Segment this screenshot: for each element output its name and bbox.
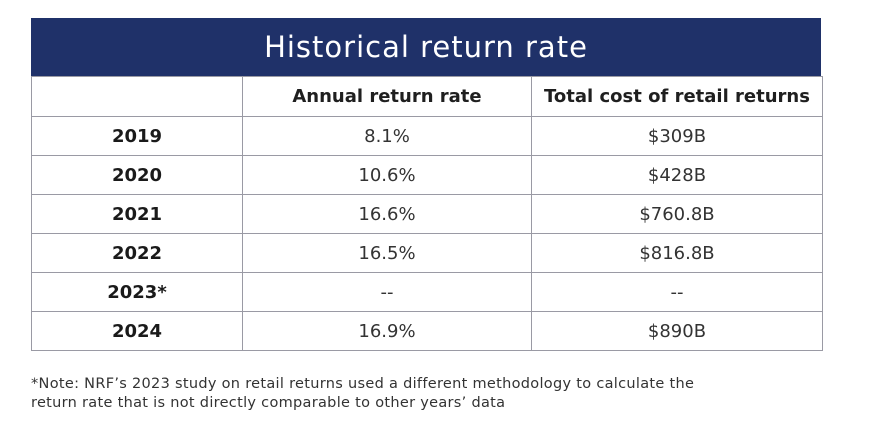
year-cell: 2022 <box>31 233 243 273</box>
footnote-line: return rate that is not directly compara… <box>31 395 506 411</box>
year-cell: 2021 <box>31 194 243 234</box>
table-row: 2023* -- -- <box>31 272 823 312</box>
footnote-line: *Note: NRF’s 2023 study on retail return… <box>31 376 695 392</box>
column-header-return-rate: Annual return rate <box>242 76 532 117</box>
total-cost-cell: $309B <box>531 116 823 156</box>
table-row: 2021 16.6% $760.8B <box>31 194 823 234</box>
return-rate-cell: 8.1% <box>242 116 532 156</box>
year-cell: 2019 <box>31 116 243 156</box>
total-cost-cell: $428B <box>531 155 823 195</box>
table-title: Historical return rate <box>264 30 588 64</box>
year-cell: 2023* <box>31 272 243 312</box>
year-cell: 2024 <box>31 311 243 351</box>
methodology-footnote: *Note: NRF’s 2023 study on retail return… <box>31 375 831 413</box>
table-title-bar: Historical return rate <box>31 18 821 76</box>
return-rate-cell: 10.6% <box>242 155 532 195</box>
return-rate-table: Annual return rate Total cost of retail … <box>31 76 823 351</box>
table-row: 2019 8.1% $309B <box>31 116 823 156</box>
table-body: 2019 8.1% $309B 2020 10.6% $428B 2021 16.6% $760… <box>31 116 823 351</box>
column-header-row: Annual return rate Total cost of retail … <box>31 76 823 117</box>
table-row: 2022 16.5% $816.8B <box>31 233 823 273</box>
return-rate-cell: 16.5% <box>242 233 532 273</box>
return-rate-cell: 16.9% <box>242 311 532 351</box>
return-rate-cell: -- <box>242 272 532 312</box>
return-rate-cell: 16.6% <box>242 194 532 234</box>
column-header-total-cost: Total cost of retail returns <box>531 76 823 117</box>
total-cost-cell: $816.8B <box>531 233 823 273</box>
total-cost-cell: $890B <box>531 311 823 351</box>
column-header-year <box>31 76 243 117</box>
table-row: 2024 16.9% $890B <box>31 311 823 351</box>
table-row: 2020 10.6% $428B <box>31 155 823 195</box>
total-cost-cell: $760.8B <box>531 194 823 234</box>
year-cell: 2020 <box>31 155 243 195</box>
total-cost-cell: -- <box>531 272 823 312</box>
